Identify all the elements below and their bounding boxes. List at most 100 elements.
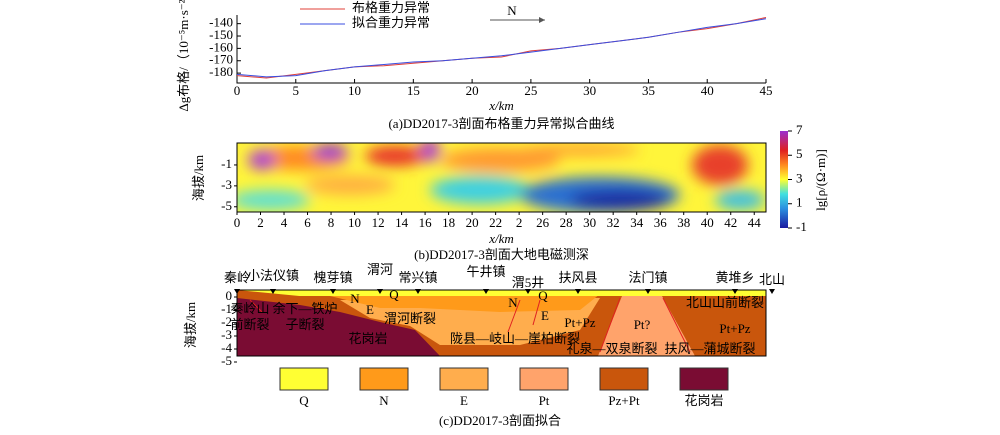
place-label: 常兴镇 [398,270,437,285]
fault-label: 渭河断裂 [384,311,436,326]
x-tick-label: 40 [701,83,714,98]
legend-swatch [679,367,729,391]
fault-label: 秦岭山 [230,301,269,316]
x-tick-label: 40 [701,215,714,230]
x-tick-label: 36 [654,215,668,230]
fault-label: 陇县—岐山—崖柏断裂 [450,331,580,346]
x-tick-label: 28 [560,215,573,230]
unit-label: E [541,308,549,323]
section [237,290,766,356]
unit-label: Q [389,287,399,302]
legend-swatch [439,367,489,391]
north-arrow-head [539,17,545,23]
place-marker [330,289,336,294]
x-tick-label: 35 [642,83,655,98]
place-label: 渭5井 [512,275,545,290]
unit-label: N [508,295,518,310]
x-tick-label: 2 [516,215,523,230]
x-tick-label: 30 [583,83,596,98]
place-marker [525,289,531,294]
fault-label: 子断裂 [285,317,324,332]
y-tick-label: -3 [221,327,232,342]
place-marker [645,289,651,294]
x-tick-label: 25 [524,83,537,98]
place-marker [732,289,738,294]
legend-label: 布格重力异常 [352,0,430,15]
title: (a)DD2017-3剖面布格重力异常拟合曲线 [388,116,614,131]
x-tick-label: 10 [348,215,361,230]
x-tick-label: 32 [607,215,620,230]
fault-label: 余下—铁炉 [272,301,337,316]
x-tick-label: 4 [281,215,288,230]
colorbar-tick-label: 1 [796,195,803,210]
legend-label: Q [299,393,309,408]
plot-frame [236,142,767,213]
title: (b)DD2017-3剖面大地电磁测深 [414,247,589,262]
axes [236,15,766,84]
unit-label: Pt+Pz [564,315,595,330]
place-marker [377,289,383,294]
x-tick-label: 0 [234,83,241,98]
x-tick-label: 26 [536,215,550,230]
colorbar-tick-label: 3 [796,170,803,185]
legend-label: N [379,393,389,408]
y-tick-label: -4 [221,340,232,355]
legend-label: 拟合重力异常 [352,15,430,30]
y-tick-label: -1 [221,156,232,171]
legend-swatch [599,367,649,391]
y-tick-label: -150 [209,27,233,42]
y-tick-label: -5 [221,353,232,368]
place-label: 午井镇 [466,264,505,279]
x-tick-label: 0 [234,215,241,230]
x-tick-label: 18 [442,215,455,230]
x-tick-label: 42 [724,215,737,230]
x-tick-label: 22 [489,215,502,230]
x-tick-label: 8 [328,215,335,230]
colorbar-tick-label: 5 [796,146,803,161]
y-label: 海拔/km [183,302,198,348]
unit-label: 花岗岩 [348,331,387,346]
x-tick-label: 12 [372,215,385,230]
x-tick-label: 20 [466,215,479,230]
colorbar-tick-label: -1 [796,219,807,234]
x-tick-label: 15 [407,83,420,98]
y-tick-label: -5 [221,198,232,213]
colorbar-label: lg[ρ/(Ω·m)] [813,149,828,211]
unit-label: E [366,302,374,317]
place-label: 黄堆乡 [715,270,754,285]
y-tick-label: -160 [209,39,233,54]
legend-swatch [359,367,409,391]
x-tick-label: 10 [348,83,361,98]
place-label: 槐芽镇 [313,270,352,285]
fault-label: 扶风—蒲城断裂 [664,341,755,356]
place-label: 法门镇 [628,270,667,285]
y-label: Δg布格/（10⁻⁵m·s⁻²） [176,0,191,112]
x-tick-label: 38 [677,215,690,230]
line [236,18,767,78]
x-tick-label: 34 [630,215,644,230]
y-tick-label: 0 [226,288,233,303]
x-tick-label: 16 [419,215,433,230]
y-label: 海拔/km [191,155,206,201]
fault-label: 北山山前断裂 [686,295,764,310]
place-marker [270,289,276,294]
annotation: N [507,3,517,18]
resistivity-image [237,143,766,212]
x-tick-label: 5 [293,83,300,98]
y-tick-label: -140 [209,15,233,30]
x-tick-label: 2 [257,215,264,230]
place-label: 渭河 [367,262,393,277]
y-tick-label: -3 [221,177,232,192]
place-label: 小法仪镇 [247,268,299,283]
legend-label: Pz+Pt [608,393,640,408]
unit-label: Pt+Pz [719,321,750,336]
legend-label: E [460,393,468,408]
x-tick-label: 20 [466,83,479,98]
place-marker [575,289,581,294]
legend-label: 花岗岩 [684,393,723,408]
unit-label: Q [538,288,548,303]
x-tick-label: 45 [760,83,773,98]
legend-label: Pt [539,393,550,408]
x-tick-label: 44 [748,215,762,230]
